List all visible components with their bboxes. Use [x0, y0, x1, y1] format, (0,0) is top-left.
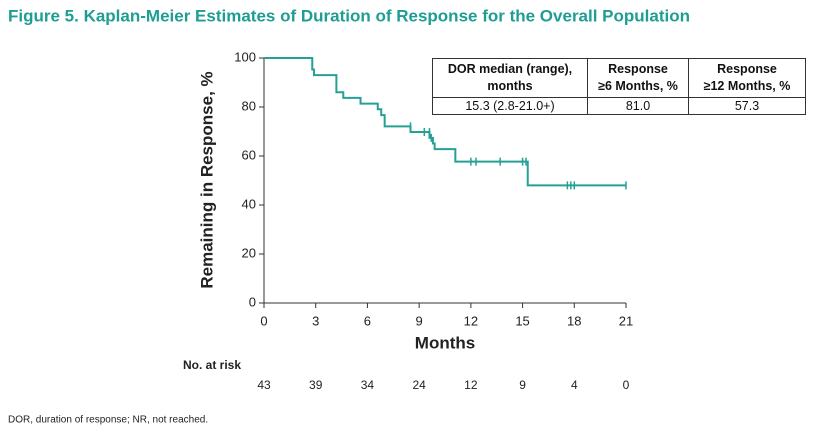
at-risk-value: 24: [412, 378, 426, 392]
x-tick-label: 21: [619, 313, 633, 328]
at-risk-value: 4: [571, 378, 578, 392]
x-tick-label: 0: [260, 313, 267, 328]
at-risk-value: 43: [257, 378, 271, 392]
at-risk-value: 34: [361, 378, 375, 392]
x-tick-label: 3: [312, 313, 319, 328]
y-tick-label: 40: [242, 196, 256, 211]
x-tick-label: 15: [515, 313, 529, 328]
y-tick-label: 60: [242, 147, 256, 162]
x-tick-label: 9: [416, 313, 423, 328]
survival-curve: [264, 57, 626, 187]
header-line: Response: [717, 62, 777, 76]
table-cell: 15.3 (2.8-21.0+): [432, 97, 588, 115]
y-axis-label: Remaining in Response, %: [197, 71, 216, 288]
header-line: ≥12 Months, %: [703, 79, 791, 93]
table-header: DOR median (range), months: [432, 58, 588, 98]
x-tick-label: 12: [464, 313, 478, 328]
table-header: Response ≥6 Months, %: [587, 58, 689, 98]
y-tick-label: 100: [234, 49, 256, 64]
x-tick-label: 18: [567, 313, 581, 328]
table-cell: 81.0: [587, 97, 689, 115]
table-cell: 57.3: [688, 97, 806, 115]
chart-title: Figure 5. Kaplan-Meier Estimates of Dura…: [8, 6, 690, 25]
at-risk-value: 0: [623, 378, 630, 392]
y-tick-label: 80: [242, 98, 256, 113]
y-tick-label: 20: [242, 245, 256, 260]
x-axis-label: Months: [415, 333, 475, 352]
header-line: DOR median (range),: [447, 62, 573, 76]
table-header: Response ≥12 Months, %: [688, 58, 806, 98]
summary-table: DOR median (range), months Response ≥6 Mont…: [432, 58, 806, 115]
at-risk-value: 39: [309, 378, 323, 392]
header-line: Response: [608, 62, 668, 76]
at-risk-value: 12: [464, 378, 478, 392]
at-risk-value: 9: [519, 378, 526, 392]
y-tick-label: 0: [249, 294, 256, 309]
header-line: ≥6 Months, %: [598, 79, 678, 93]
at-risk-label: No. at risk: [183, 358, 241, 372]
x-tick-label: 6: [364, 313, 371, 328]
footnote: DOR, duration of response; NR, not reach…: [8, 415, 208, 426]
header-line: months: [487, 79, 533, 93]
